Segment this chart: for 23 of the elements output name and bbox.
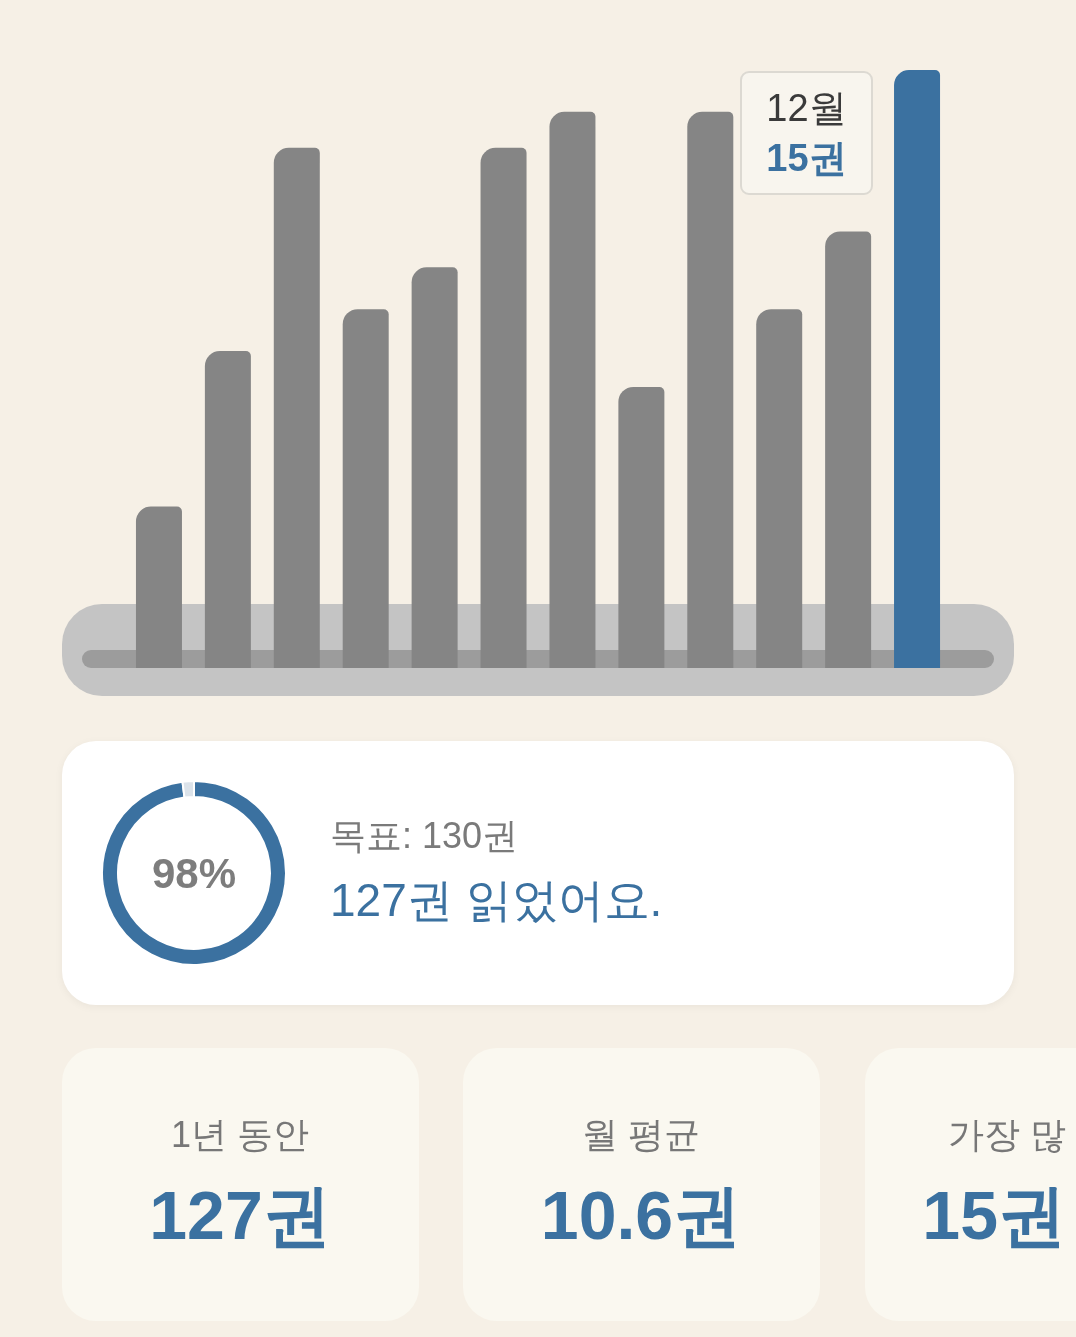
bar	[204, 351, 251, 668]
text: 10.6권	[540, 1177, 742, 1253]
text: 127권	[149, 1177, 331, 1253]
text: 목표: 130권	[330, 814, 519, 856]
bar	[135, 506, 182, 668]
data-label: 98%	[151, 849, 237, 897]
text: 1년 동안	[170, 1114, 310, 1155]
bar	[273, 147, 320, 668]
bar	[342, 309, 389, 668]
bar	[480, 147, 527, 668]
bar	[618, 386, 665, 668]
bar	[756, 309, 803, 668]
annotation: 12월	[766, 87, 847, 129]
text: 15권	[922, 1177, 1066, 1253]
bar	[549, 111, 596, 668]
bar	[894, 70, 941, 668]
annotation: 15권	[766, 137, 847, 179]
bar	[411, 267, 458, 668]
bar	[825, 231, 872, 668]
text: 월 평균	[581, 1114, 700, 1155]
text: 127권 읽었어요.	[330, 874, 663, 926]
text: 가장 많	[947, 1114, 1066, 1155]
bar	[687, 111, 734, 668]
